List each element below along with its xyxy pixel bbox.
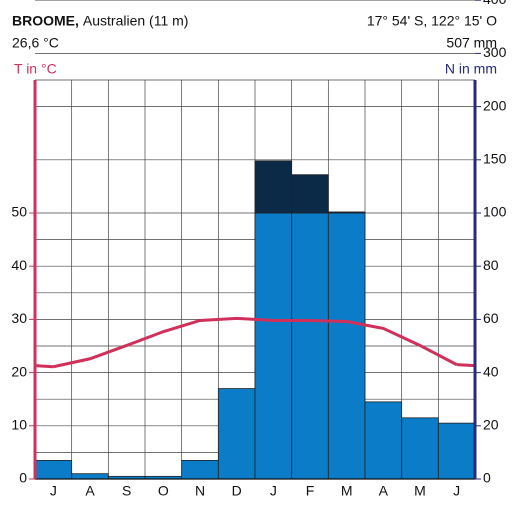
- precip-bar: [34, 459, 73, 480]
- x-tick-label: A: [379, 483, 389, 499]
- coordinates: 17° 54' S, 122° 15' O: [367, 13, 497, 29]
- x-tick-label: J: [50, 483, 57, 499]
- annual-precipitation: 507 mm: [446, 35, 497, 51]
- precip-bar: [254, 212, 293, 480]
- mean-temperature: 26,6 °C: [12, 35, 59, 51]
- y-tick-label: 40: [11, 257, 27, 273]
- precip-bar-excess: [291, 174, 329, 214]
- x-tick-label: F: [306, 483, 315, 499]
- x-tick-label: M: [341, 483, 353, 499]
- temperature-line-wrap: [34, 363, 476, 369]
- x-tick-label: N: [195, 483, 205, 499]
- y2-tick-label: 40: [483, 363, 499, 379]
- x-tick-label: A: [85, 483, 95, 499]
- y2-tick-label: 0: [483, 470, 491, 486]
- x-tick-label: M: [414, 483, 426, 499]
- station: BROOME,: [12, 13, 79, 29]
- x-tick-label: O: [158, 483, 169, 499]
- precip-bar: [437, 422, 476, 480]
- country: Australien (11 m): [83, 13, 189, 29]
- y2-tick-label: 80: [483, 257, 499, 273]
- y-tick-label: 50: [11, 204, 27, 220]
- y-tick-label: 30: [11, 310, 27, 326]
- precip-bar-excess: [254, 160, 293, 214]
- y-tick-label: 20: [11, 363, 27, 379]
- precip-bar: [401, 417, 439, 480]
- x-tick-label: S: [122, 483, 131, 499]
- y2-tick-label: 200: [483, 97, 507, 113]
- x-tick-label: J: [453, 483, 460, 499]
- precip-bar: [181, 459, 219, 480]
- y2-tick-label: 400: [483, 0, 507, 7]
- y2-tick-label: 20: [483, 417, 499, 433]
- temperature-line: [53, 316, 458, 369]
- x-tick-label: J: [270, 483, 277, 499]
- precip-bar: [217, 388, 256, 480]
- y-tick-label: 0: [19, 470, 27, 486]
- y2-tick-label: 150: [483, 151, 507, 167]
- y2-tick-label: 60: [483, 310, 499, 326]
- precip-bar: [327, 212, 366, 480]
- y-tick-label: 10: [11, 417, 27, 433]
- y2-tick-label: 100: [483, 204, 507, 220]
- y2-tick-label: 300: [483, 44, 507, 60]
- precip-bar-excess: [327, 211, 366, 214]
- precip-bar: [291, 212, 329, 480]
- y2-axis-label: N in mm: [445, 61, 497, 77]
- x-tick-label: D: [232, 483, 242, 499]
- precip-bar: [364, 401, 403, 480]
- precip-bar: [71, 473, 109, 480]
- y-axis-label: T in °C: [14, 61, 57, 77]
